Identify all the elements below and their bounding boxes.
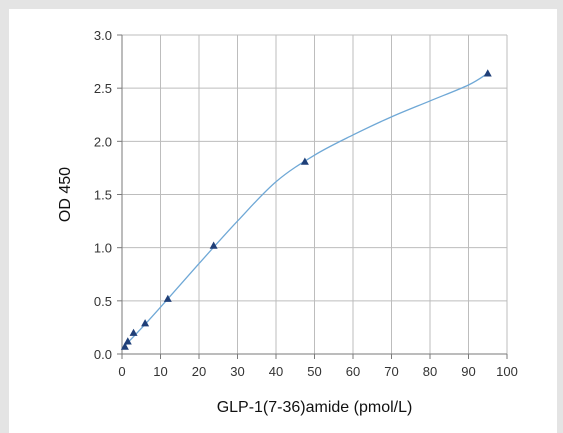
- x-tick-label: 50: [307, 364, 321, 379]
- x-tick-label: 100: [496, 364, 518, 379]
- x-tick-label: 10: [153, 364, 167, 379]
- data-point: [300, 157, 309, 165]
- y-tick-label: 1.0: [94, 241, 112, 256]
- data-point: [209, 241, 218, 249]
- y-tick-label: 2.0: [94, 134, 112, 149]
- data-point: [123, 337, 132, 345]
- x-tick-label: 90: [461, 364, 475, 379]
- axes: [117, 34, 508, 359]
- grid: [121, 34, 508, 355]
- x-tick-label: 30: [230, 364, 244, 379]
- fit-curve-line: [121, 72, 489, 350]
- x-tick-label: 20: [192, 364, 206, 379]
- y-tick-label: 2.5: [94, 81, 112, 96]
- x-tick-label: 0: [118, 364, 125, 379]
- data-point: [163, 294, 172, 302]
- fit-curve-layer: [121, 72, 489, 350]
- y-axis-title: OD 450: [57, 167, 74, 222]
- tick-labels: 0 10 20 30 40 50 60 70 80 90 100 0.0 0.5 1.0 1.5 2.0 2.5…: [94, 28, 518, 379]
- data-points-layer: [120, 69, 492, 350]
- data-point: [141, 319, 150, 327]
- data-point: [120, 342, 129, 350]
- chart-panel: [9, 9, 557, 433]
- x-tick-label: 70: [384, 364, 398, 379]
- y-tick-label: 0.5: [94, 294, 112, 309]
- y-tick-label: 3.0: [94, 28, 112, 43]
- x-tick-label: 40: [269, 364, 283, 379]
- y-tick-label: 0.0: [94, 347, 112, 362]
- x-tick-label: 80: [423, 364, 437, 379]
- x-axis-title: GLP-1(7-36)amide (pmol/L): [217, 399, 413, 416]
- x-tick-label: 60: [346, 364, 360, 379]
- data-point: [129, 328, 138, 336]
- data-point: [483, 69, 492, 77]
- y-tick-label: 1.5: [94, 188, 112, 203]
